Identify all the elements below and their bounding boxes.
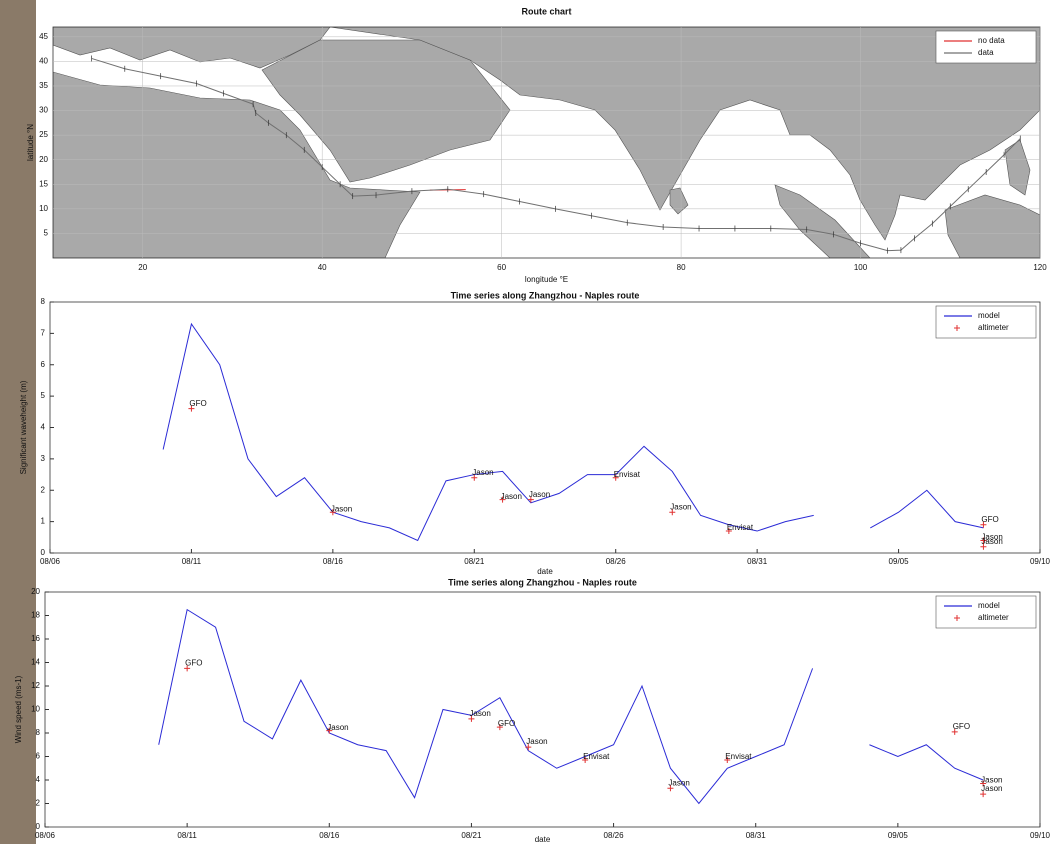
x-axis-label: longitude °E xyxy=(525,275,568,284)
y-tick-label: 12 xyxy=(31,681,40,690)
x-tick-label: 08/16 xyxy=(319,831,340,840)
x-tick-label: 100 xyxy=(854,263,868,272)
y-tick-label: 5 xyxy=(41,391,46,400)
x-tick-label: 08/06 xyxy=(40,557,61,566)
point-label: Jason xyxy=(981,784,1002,793)
point-label: Jason xyxy=(529,490,550,499)
legend-label: model xyxy=(978,311,1000,320)
y-tick-label: 14 xyxy=(31,658,40,667)
y-tick-label: 6 xyxy=(36,752,41,761)
chart-title: Route chart xyxy=(521,6,571,16)
x-tick-label: 120 xyxy=(1033,263,1047,272)
y-tick-label: 2 xyxy=(41,485,46,494)
plot-area xyxy=(50,302,1040,553)
point-label: Envisat xyxy=(725,752,752,761)
point-label: GFO xyxy=(953,722,970,731)
x-tick-label: 20 xyxy=(138,263,147,272)
legend-label: data xyxy=(978,48,994,57)
legend-label: model xyxy=(978,601,1000,610)
point-label: Jason xyxy=(331,504,352,513)
point-label: Jason xyxy=(526,737,547,746)
point-label: Jason xyxy=(472,468,493,477)
point-label: GFO xyxy=(498,719,515,728)
x-tick-label: 08/16 xyxy=(323,557,344,566)
y-axis-label: Wind speed (ms-1) xyxy=(14,675,23,743)
x-tick-label: 09/10 xyxy=(1030,557,1050,566)
point-label: GFO xyxy=(981,515,998,524)
x-tick-label: 08/21 xyxy=(464,557,485,566)
point-label: Jason xyxy=(327,723,348,732)
y-tick-label: 45 xyxy=(39,32,48,41)
x-tick-label: 40 xyxy=(318,263,327,272)
x-tick-label: 80 xyxy=(677,263,686,272)
x-axis-label: date xyxy=(535,835,551,844)
x-tick-label: 08/11 xyxy=(177,831,197,840)
y-tick-label: 5 xyxy=(44,229,49,238)
y-tick-label: 1 xyxy=(41,517,46,526)
y-axis-label: latitude °N xyxy=(26,124,35,161)
point-label: GFO xyxy=(185,658,202,667)
chart-title: Time series along Zhangzhou - Naples rou… xyxy=(451,290,640,300)
y-tick-label: 40 xyxy=(39,57,48,66)
y-tick-label: 25 xyxy=(39,130,48,139)
y-tick-label: 35 xyxy=(39,81,48,90)
x-axis-label: date xyxy=(537,567,553,576)
point-label: Jason xyxy=(670,502,691,511)
point-label: GFO xyxy=(189,399,206,408)
y-tick-label: 10 xyxy=(39,204,48,213)
x-tick-label: 08/11 xyxy=(182,557,202,566)
point-label: Jason xyxy=(668,778,689,787)
x-tick-label: 08/26 xyxy=(606,557,627,566)
y-tick-label: 0 xyxy=(36,822,41,831)
point-label: Envisat xyxy=(614,470,641,479)
y-tick-label: 20 xyxy=(31,587,40,596)
legend-label: altimeter xyxy=(978,613,1009,622)
y-tick-label: 0 xyxy=(41,548,46,557)
x-tick-label: 08/31 xyxy=(746,831,767,840)
y-tick-label: 20 xyxy=(39,155,48,164)
x-tick-label: 09/10 xyxy=(1030,831,1050,840)
y-tick-label: 15 xyxy=(39,179,48,188)
y-tick-label: 16 xyxy=(31,634,40,643)
y-axis-label: Significant waveheight (m) xyxy=(19,380,28,474)
legend-label: altimeter xyxy=(978,323,1009,332)
x-tick-label: 08/21 xyxy=(461,831,482,840)
y-tick-label: 10 xyxy=(31,705,40,714)
point-label: Envisat xyxy=(583,752,610,761)
point-label: Envisat xyxy=(727,523,754,532)
plot-area xyxy=(45,592,1040,827)
y-tick-label: 8 xyxy=(36,728,41,737)
y-tick-label: 3 xyxy=(41,454,46,463)
y-tick-label: 4 xyxy=(41,423,46,432)
x-tick-label: 60 xyxy=(497,263,506,272)
y-tick-label: 6 xyxy=(41,360,46,369)
y-tick-label: 18 xyxy=(31,611,40,620)
x-tick-label: 09/05 xyxy=(889,557,910,566)
point-label: Jason xyxy=(501,492,522,501)
y-tick-label: 7 xyxy=(41,328,46,337)
x-tick-label: 08/31 xyxy=(747,557,768,566)
point-label: Jason xyxy=(469,709,490,718)
x-tick-label: 08/06 xyxy=(35,831,56,840)
figure: Route chart20406080100120510152025303540… xyxy=(0,0,1050,844)
point-label: Jason xyxy=(981,537,1002,546)
y-tick-label: 8 xyxy=(41,297,46,306)
y-tick-label: 4 xyxy=(36,775,41,784)
y-tick-label: 2 xyxy=(36,799,41,808)
x-tick-label: 09/05 xyxy=(888,831,909,840)
x-tick-label: 08/26 xyxy=(604,831,625,840)
y-tick-label: 30 xyxy=(39,106,48,115)
legend-label: no data xyxy=(978,36,1005,45)
chart-title: Time series along Zhangzhou - Naples rou… xyxy=(448,577,637,587)
